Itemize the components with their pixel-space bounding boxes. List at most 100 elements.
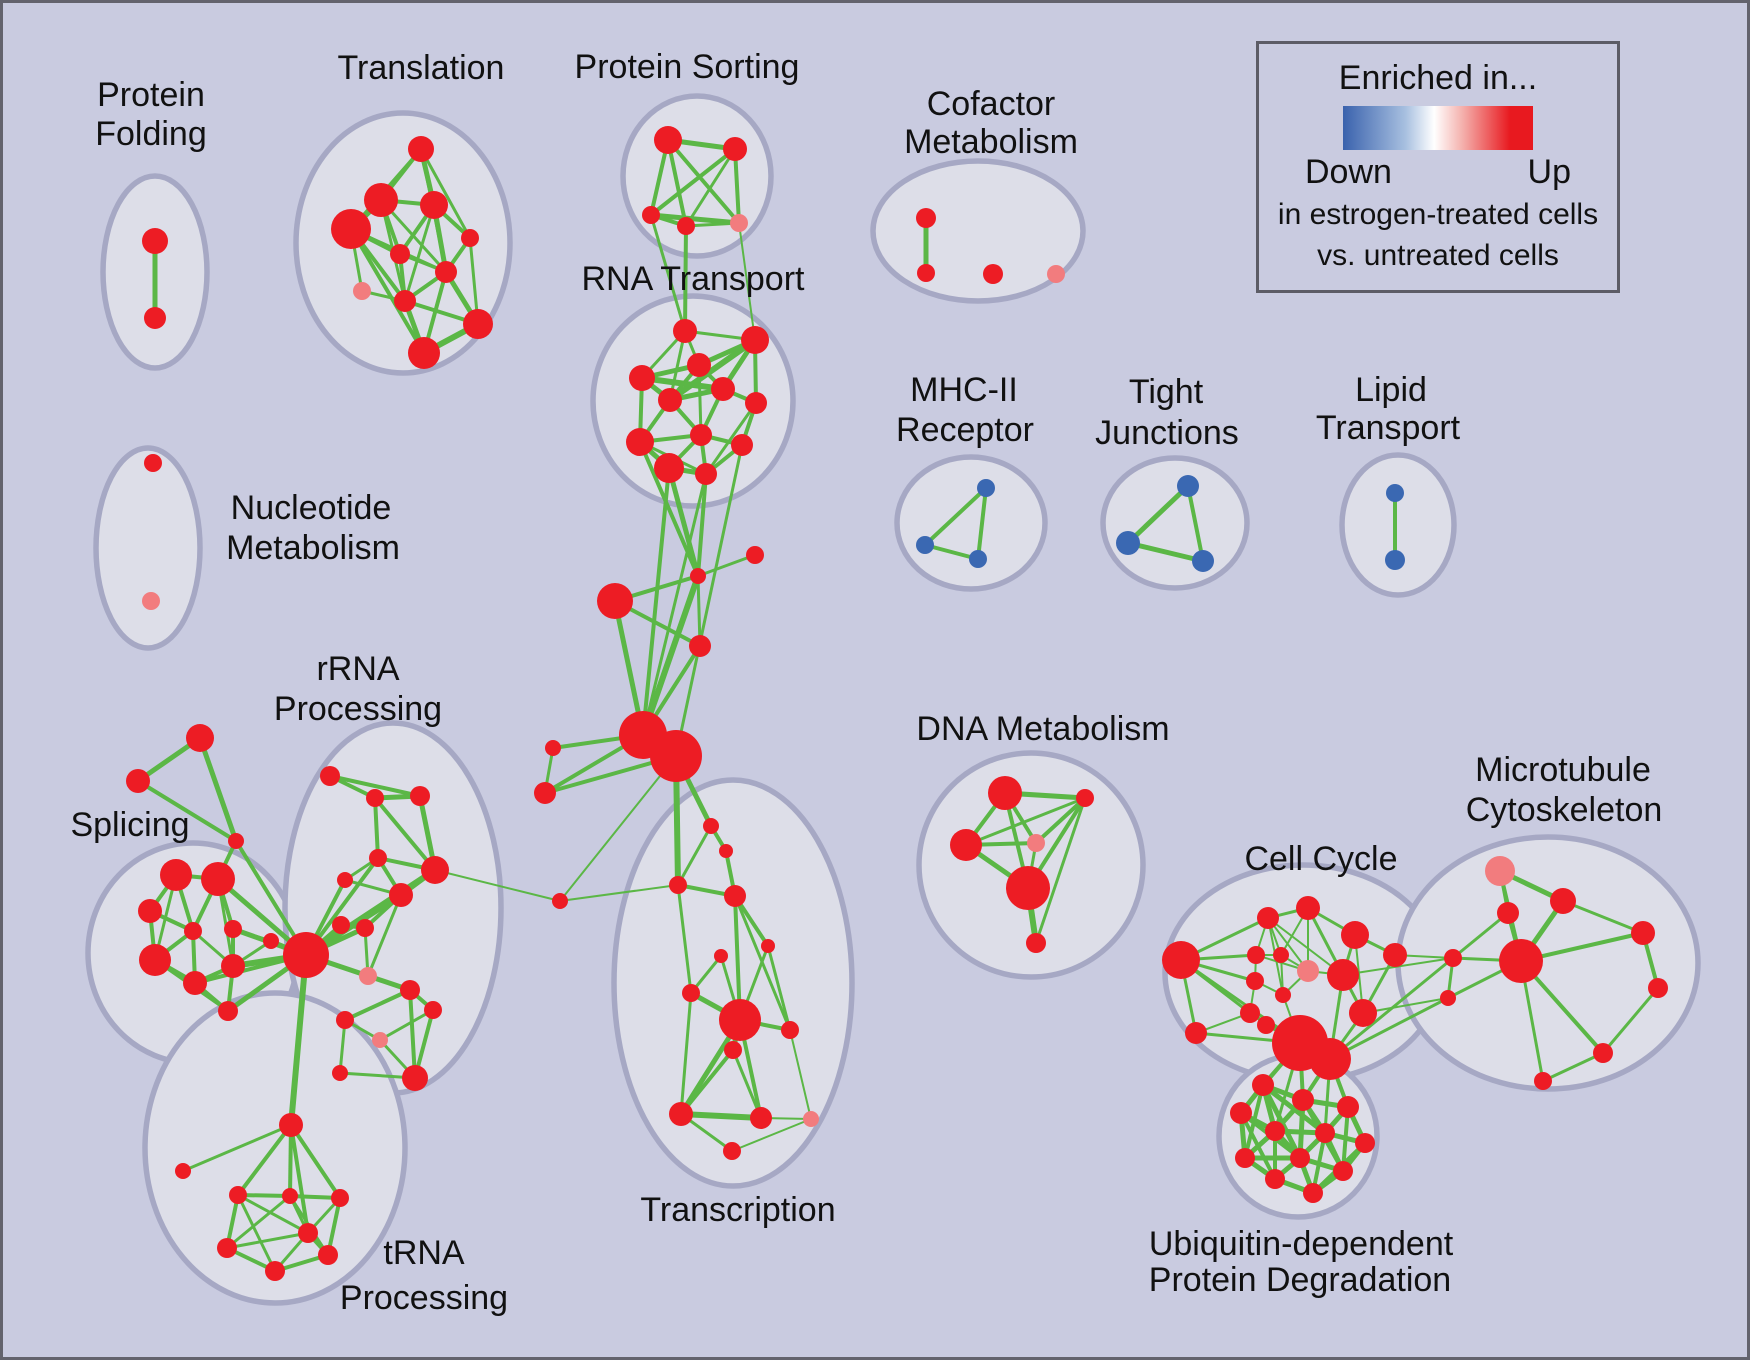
cluster-label-protein-sorting: Protein Sorting xyxy=(575,48,800,86)
network-node-k1 xyxy=(229,1186,247,1204)
network-edge xyxy=(666,138,688,228)
network-node-ccp xyxy=(1297,960,1319,982)
network-node-tl1 xyxy=(408,136,434,162)
network-edge xyxy=(738,222,756,341)
network-node-dm3 xyxy=(1076,789,1094,807)
network-node-u12 xyxy=(1303,1183,1323,1203)
network-node-mt3 xyxy=(1499,939,1543,983)
network-node-tr4 xyxy=(724,1041,742,1059)
network-edge xyxy=(236,1123,293,1197)
cluster-label-nucleotide-metabolism-line2: Metabolism xyxy=(226,529,400,567)
network-edge xyxy=(1451,911,1510,960)
network-node-cf2 xyxy=(917,264,935,282)
network-node-tr2 xyxy=(682,984,700,1002)
network-edge xyxy=(559,755,677,902)
network-edge xyxy=(378,1008,435,1042)
network-node-rn14 xyxy=(332,1065,348,1081)
network-node-pf2 xyxy=(144,307,166,329)
network-node-rt1 xyxy=(673,319,697,343)
network-node-u4 xyxy=(1230,1102,1252,1124)
cluster-label-protein-folding-line2: Folding xyxy=(95,115,207,153)
cluster-label-translation: Translation xyxy=(338,49,505,87)
network-node-u2 xyxy=(1292,1089,1314,1111)
network-node-sp9 xyxy=(218,1001,238,1021)
network-node-ps5 xyxy=(730,214,748,232)
network-edge xyxy=(289,1123,342,1200)
network-node-mt4 xyxy=(1444,949,1462,967)
network-edge xyxy=(236,1193,310,1235)
network-node-tl4 xyxy=(331,209,371,249)
network-node-mt7 xyxy=(1648,978,1668,998)
network-edge xyxy=(789,1029,812,1120)
network-node-tgj xyxy=(228,833,244,849)
network-node-sp1 xyxy=(160,859,192,891)
cluster-label-ubiquitin-degradation-line1: Ubiquitin-dependent xyxy=(1149,1225,1454,1263)
network-node-cc12 xyxy=(1349,999,1377,1027)
cluster-label-cell-cycle: Cell Cycle xyxy=(1244,840,1397,878)
network-node-u8 xyxy=(1235,1148,1255,1168)
cluster-label-tight-junctions-line2: Junctions xyxy=(1095,414,1239,452)
network-edge xyxy=(1362,997,1449,1014)
network-node-mt1 xyxy=(1550,888,1576,914)
network-node-sp3 xyxy=(138,899,162,923)
network-edge xyxy=(559,884,679,902)
cluster-ellipse-tight-junctions xyxy=(1100,455,1250,591)
network-edge xyxy=(766,944,792,1032)
network-node-a2 xyxy=(534,782,556,804)
cluster-label-tight-junctions-line1: Tight xyxy=(1129,373,1204,411)
network-node-lp1 xyxy=(1386,484,1404,502)
network-edge xyxy=(666,138,741,225)
network-edge xyxy=(923,543,980,561)
network-node-cf3 xyxy=(983,264,1003,284)
network-edge xyxy=(684,147,737,228)
network-edge xyxy=(181,1123,293,1173)
network-node-cc11 xyxy=(1185,1022,1207,1044)
network-node-mh1 xyxy=(977,479,995,497)
network-node-cc1 xyxy=(1257,907,1279,929)
network-node-ps3 xyxy=(642,206,660,224)
network-edge xyxy=(678,1111,764,1121)
network-node-mh2 xyxy=(916,536,934,554)
cluster-label-lipid-transport-line1: Lipid xyxy=(1355,371,1427,409)
network-node-pf1 xyxy=(142,228,168,254)
legend-up-label: Up xyxy=(1527,153,1571,191)
network-edge xyxy=(288,952,309,1128)
network-edge xyxy=(696,553,757,578)
network-edge xyxy=(641,466,671,737)
cluster-label-mhc-ii-receptor-line1: MHC-II xyxy=(910,371,1018,409)
network-node-th xyxy=(279,1113,303,1137)
network-node-rn5 xyxy=(337,872,353,888)
network-node-cc7 xyxy=(1246,972,1264,990)
network-node-TR3 xyxy=(719,999,761,1041)
network-node-rt5 xyxy=(711,377,735,401)
legend-gradient-bar xyxy=(1343,106,1533,150)
legend-title: Enriched in... xyxy=(1338,59,1538,97)
network-node-tl6 xyxy=(390,244,410,264)
network-node-u11 xyxy=(1265,1169,1285,1189)
network-node-tl3 xyxy=(420,191,448,219)
network-node-rn13 xyxy=(402,1065,428,1091)
network-node-c4 xyxy=(724,885,746,907)
cluster-label-trna-processing-line1: tRNA xyxy=(383,1234,465,1272)
network-edge xyxy=(649,213,687,333)
network-node-rt6 xyxy=(658,388,682,412)
network-node-rp1 xyxy=(359,967,377,985)
network-node-k2 xyxy=(282,1188,298,1204)
network-node-h3 xyxy=(689,635,711,657)
cluster-label-rrna-processing-line2: Processing xyxy=(274,690,442,728)
network-edge xyxy=(964,796,1087,847)
network-edge xyxy=(408,988,417,1080)
network-edge xyxy=(1601,986,1660,1055)
network-node-sp8 xyxy=(221,954,245,978)
network-edge xyxy=(1034,796,1087,945)
cluster-label-transcription: Transcription xyxy=(640,1191,835,1229)
network-edge xyxy=(1328,996,1450,1061)
network-edge xyxy=(1034,796,1087,845)
network-node-cc4 xyxy=(1247,946,1265,964)
network-node-dm5 xyxy=(1006,866,1050,910)
network-edge xyxy=(679,991,693,1116)
network-node-rt7 xyxy=(745,392,767,414)
network-node-tl11 xyxy=(408,337,440,369)
network-node-u9 xyxy=(1290,1148,1310,1168)
